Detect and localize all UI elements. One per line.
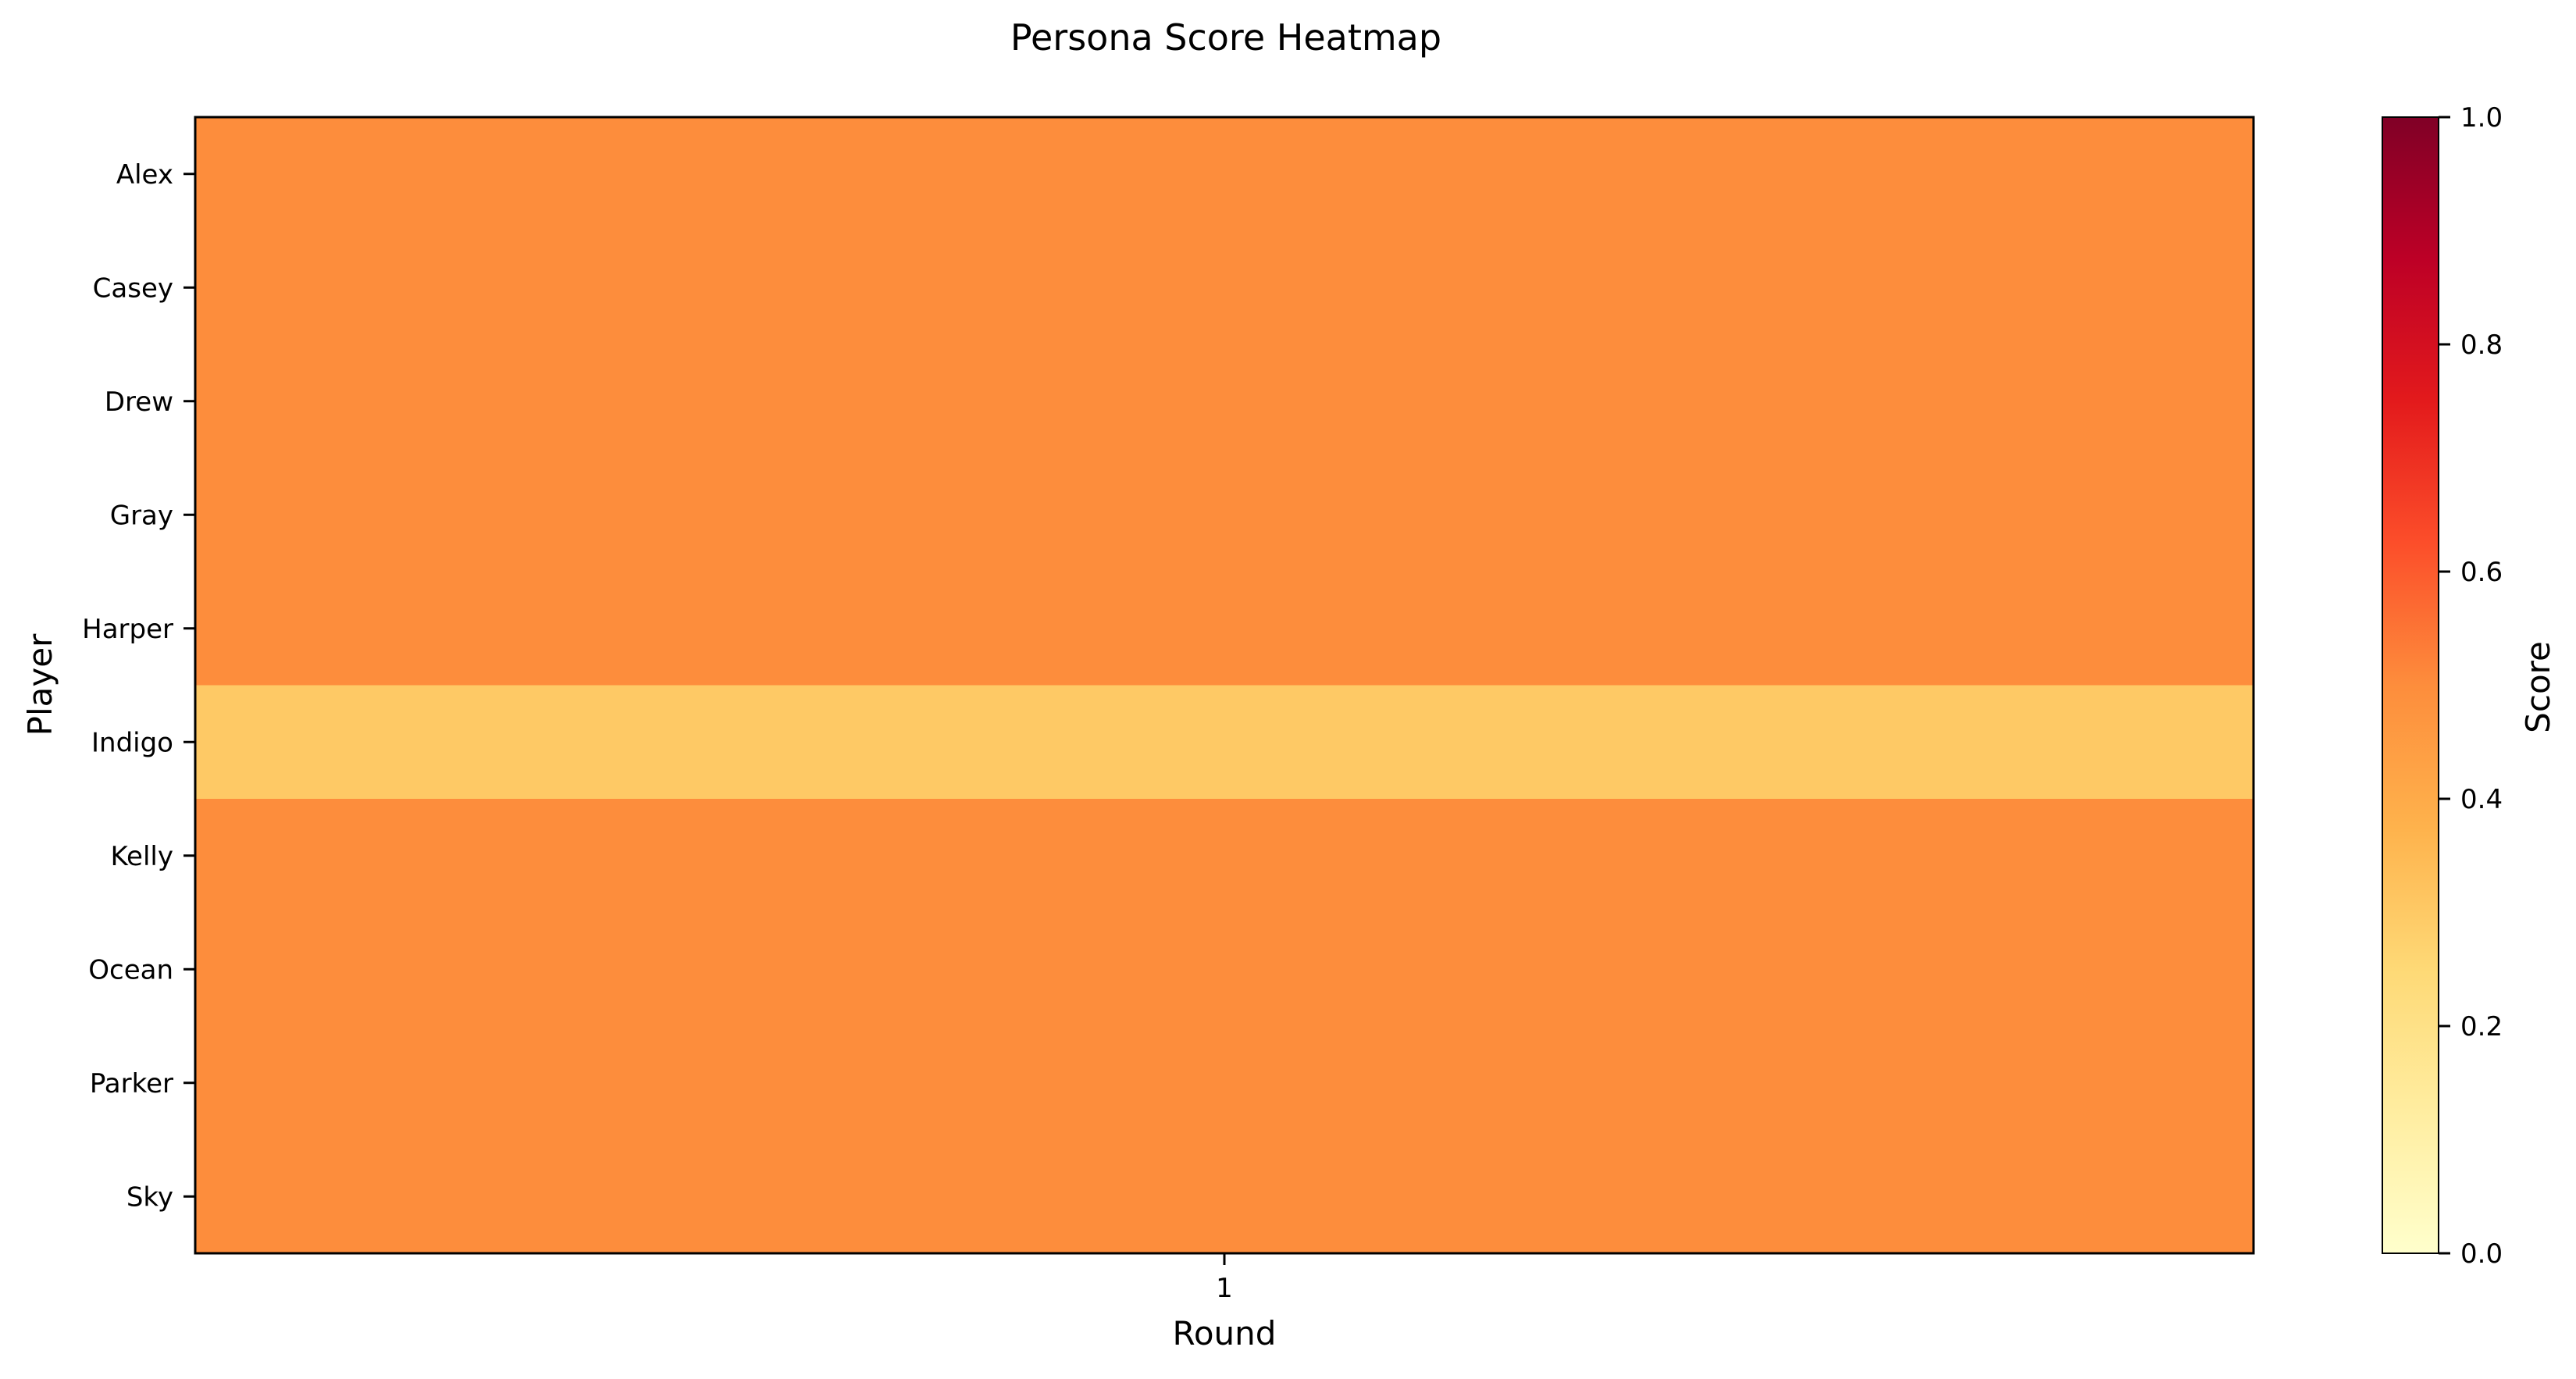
colorbar-ticks: 0.0 0.2 0.4 0.6 0.8 1.0 (2439, 102, 2503, 1270)
heatmap-cell (195, 912, 2254, 1027)
heatmap-cell (195, 1026, 2254, 1140)
heatmap-cells (195, 117, 2254, 1254)
chart-title: Persona Score Heatmap (1010, 16, 1441, 59)
colorbar-label: Score (2519, 641, 2557, 733)
heatmap-cell (195, 685, 2254, 800)
x-axis-label: Round (1173, 1314, 1277, 1352)
y-axis-ticks: Alex Casey Drew Gray Harper Indigo Kelly Ocean P… (82, 159, 195, 1213)
y-tick-label: Ocean (88, 954, 173, 985)
colorbar-tick-label: 0.0 (2460, 1238, 2503, 1270)
heatmap-cell (195, 572, 2254, 686)
x-tick-label: 1 (1216, 1273, 1233, 1304)
y-tick-label: Gray (110, 500, 173, 531)
colorbar-tick-label: 0.6 (2460, 557, 2503, 588)
y-tick-label: Drew (105, 387, 173, 418)
colorbar-tick-label: 1.0 (2460, 102, 2503, 134)
heatmap-cell (195, 799, 2254, 913)
y-axis-label: Player (21, 633, 59, 736)
y-tick-label: Sky (126, 1181, 173, 1213)
y-tick-label: Alex (116, 159, 173, 191)
heatmap-cell (195, 458, 2254, 572)
y-tick-label: Harper (82, 614, 173, 645)
y-tick-label: Kelly (110, 841, 173, 872)
y-tick-label: Casey (93, 273, 173, 304)
colorbar-tick-label: 0.4 (2460, 784, 2503, 815)
heatmap-cell (195, 117, 2254, 231)
y-tick-label: Parker (90, 1068, 173, 1099)
colorbar (2382, 116, 2439, 1254)
x-axis-ticks: 1 (1216, 1253, 1233, 1304)
colorbar-tick-label: 0.2 (2460, 1011, 2503, 1042)
heatmap-cell (195, 344, 2254, 458)
colorbar-tick-label: 0.8 (2460, 330, 2503, 361)
heatmap-cell (195, 1139, 2254, 1254)
y-tick-label: Indigo (91, 727, 173, 758)
heatmap-cell (195, 230, 2254, 345)
